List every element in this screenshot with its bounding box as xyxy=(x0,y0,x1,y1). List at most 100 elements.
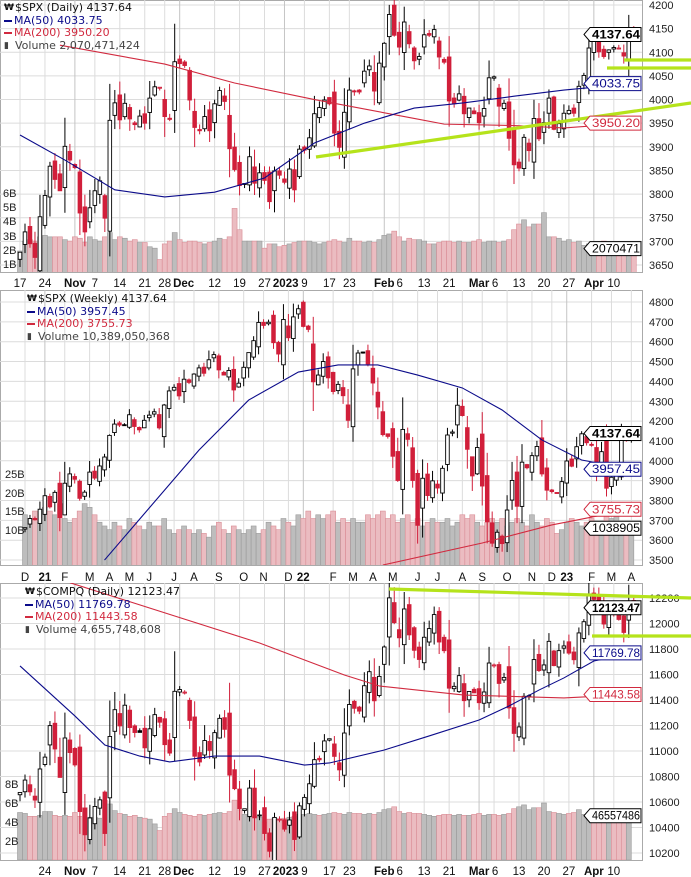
x-tick-label: 9 xyxy=(301,278,307,290)
tag-box xyxy=(583,76,642,92)
candle-body xyxy=(456,675,462,693)
candle-body xyxy=(156,414,162,429)
y-tick-label: 11800 xyxy=(649,644,679,656)
y-tick-label: 4600 xyxy=(649,337,673,349)
candle-body xyxy=(52,491,58,503)
volume-bar xyxy=(406,812,413,860)
candle-body xyxy=(202,740,207,756)
legend-spx-weekly: ₩ $SPX (Weekly) 4137.64 MA(50) 3957.45 MA… xyxy=(27,292,170,343)
volume-bar xyxy=(81,503,88,565)
candle-body xyxy=(127,414,132,428)
x-tick-label: J xyxy=(171,572,177,584)
volume-bar xyxy=(366,813,373,860)
candle-body xyxy=(62,737,68,793)
candle-body xyxy=(77,480,82,499)
candle-body xyxy=(387,597,392,638)
volume-bar xyxy=(326,813,333,860)
legend-compq-daily: ₩ $COMPQ (Daily) 12123.47 MA(50) 11769.78… xyxy=(25,585,180,636)
candle-body xyxy=(390,428,396,457)
candle-body xyxy=(347,704,352,727)
volume-bar xyxy=(141,817,148,860)
volume-bar xyxy=(295,514,302,565)
volume-bar xyxy=(340,518,346,565)
candle-body xyxy=(237,788,242,810)
candle-body xyxy=(227,114,232,150)
candle-body xyxy=(162,99,167,118)
candle-body xyxy=(87,207,93,223)
volume-bar xyxy=(551,812,557,860)
candle-body xyxy=(192,110,197,128)
candle-body xyxy=(387,14,392,38)
candle-body xyxy=(292,169,297,191)
volume-bars-icon: ▮ xyxy=(27,331,32,342)
candle-body xyxy=(112,709,118,732)
candle-body xyxy=(569,458,574,467)
volume-bar xyxy=(481,815,487,860)
candle-body xyxy=(147,728,152,752)
candle-body xyxy=(97,180,103,195)
volume-bar xyxy=(375,514,381,565)
candle-body xyxy=(256,321,261,348)
x-tick-label: 10 xyxy=(607,278,620,290)
candle-body xyxy=(292,811,297,840)
y-tick-label: 3750 xyxy=(649,213,673,225)
candle-body xyxy=(380,411,386,436)
candle-body xyxy=(251,340,256,358)
candle-body xyxy=(342,732,347,776)
candle-body xyxy=(27,518,33,525)
tag-text: 4137.64 xyxy=(592,29,641,41)
candle-body xyxy=(425,473,430,496)
x-tick-label: 7 xyxy=(92,866,98,877)
candle-body xyxy=(591,40,597,53)
x-tick-label: 19 xyxy=(233,866,246,877)
y-tick-label: 4100 xyxy=(649,436,673,448)
candle-body xyxy=(217,90,222,106)
y-tick-label: 3700 xyxy=(649,515,673,527)
candle-body xyxy=(161,404,167,438)
y-tick-label: 4700 xyxy=(649,317,673,329)
candle-body xyxy=(222,95,227,102)
volume-bar xyxy=(240,533,247,565)
volume-bar xyxy=(126,518,133,565)
volume-bar xyxy=(396,811,403,860)
candle-body xyxy=(92,470,97,479)
volume-bar xyxy=(141,529,148,565)
candle-body xyxy=(571,107,577,114)
volume-bar xyxy=(541,212,547,272)
candle-body xyxy=(107,434,112,461)
volume-tick-label: 6B xyxy=(5,798,18,810)
volume-bar xyxy=(161,518,167,565)
candle-body xyxy=(581,74,587,86)
candle-body xyxy=(426,33,432,36)
candle-body xyxy=(212,103,217,124)
volume-bar xyxy=(355,521,361,565)
candle-body xyxy=(177,58,182,65)
volume-bar xyxy=(206,536,212,565)
ma200-value-tag: 3950.20 xyxy=(583,115,642,131)
tag-box xyxy=(583,600,642,616)
volume-tick-label: 15B xyxy=(5,506,25,518)
volume-bar xyxy=(514,518,520,565)
candle-body xyxy=(241,366,246,379)
x-tick-label: 14 xyxy=(113,278,126,290)
volume-bar xyxy=(526,226,532,272)
candle-body xyxy=(17,251,23,260)
x-tick-label: 9 xyxy=(301,866,307,877)
volume-bars-icon: ▮ xyxy=(25,624,30,635)
volume-bar xyxy=(370,518,376,565)
candle-body xyxy=(297,148,302,178)
candle-body xyxy=(551,650,557,667)
x-tick-label: M xyxy=(607,572,617,584)
x-tick-label: A xyxy=(190,572,198,584)
candle-body xyxy=(531,117,537,163)
x-tick-label: 28 xyxy=(158,278,171,290)
candle-body xyxy=(272,816,277,860)
volume-bar xyxy=(306,813,313,860)
candle-body xyxy=(242,808,247,811)
volume-bar xyxy=(539,525,545,565)
volume-bar xyxy=(117,236,123,272)
candle-body xyxy=(440,467,445,494)
volume-tick-label: 2B xyxy=(3,245,16,257)
volume-bar xyxy=(116,525,123,565)
